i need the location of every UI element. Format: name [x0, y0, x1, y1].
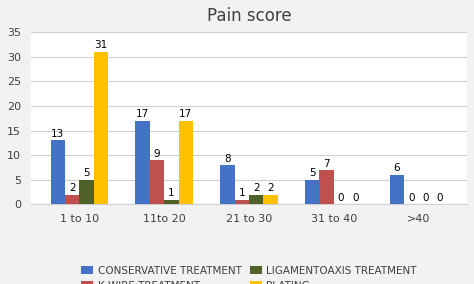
Bar: [235, 200, 249, 204]
Title: Pain score: Pain score: [207, 7, 291, 25]
Text: 17: 17: [136, 109, 149, 119]
Text: 0: 0: [422, 193, 429, 203]
Text: 0: 0: [337, 193, 344, 203]
Bar: [220, 165, 235, 204]
Bar: [65, 195, 80, 204]
Text: 0: 0: [437, 193, 443, 203]
Text: 6: 6: [393, 164, 400, 174]
Bar: [264, 195, 278, 204]
Text: 8: 8: [224, 154, 231, 164]
Bar: [319, 170, 334, 204]
Text: 1: 1: [168, 188, 175, 198]
Bar: [136, 121, 150, 204]
Bar: [164, 200, 179, 204]
Text: 0: 0: [352, 193, 358, 203]
Text: 13: 13: [51, 129, 64, 139]
Bar: [51, 140, 65, 204]
Text: 2: 2: [267, 183, 274, 193]
Text: 31: 31: [94, 40, 108, 50]
Bar: [390, 175, 404, 204]
Bar: [150, 160, 164, 204]
Text: 9: 9: [154, 149, 160, 159]
Bar: [305, 180, 319, 204]
Text: 7: 7: [323, 158, 330, 168]
Text: 17: 17: [179, 109, 192, 119]
Text: 5: 5: [309, 168, 315, 178]
Text: 2: 2: [253, 183, 259, 193]
Bar: [249, 195, 264, 204]
Bar: [94, 52, 108, 204]
Text: 0: 0: [408, 193, 414, 203]
Legend: CONSERVATIVE TREATMENT, K WIRE TREATMENT, LIGAMENTOAXIS TREATMENT, PLATING: CONSERVATIVE TREATMENT, K WIRE TREATMENT…: [77, 261, 421, 284]
Bar: [179, 121, 193, 204]
Text: 1: 1: [238, 188, 245, 198]
Text: 5: 5: [83, 168, 90, 178]
Bar: [80, 180, 94, 204]
Text: 2: 2: [69, 183, 75, 193]
